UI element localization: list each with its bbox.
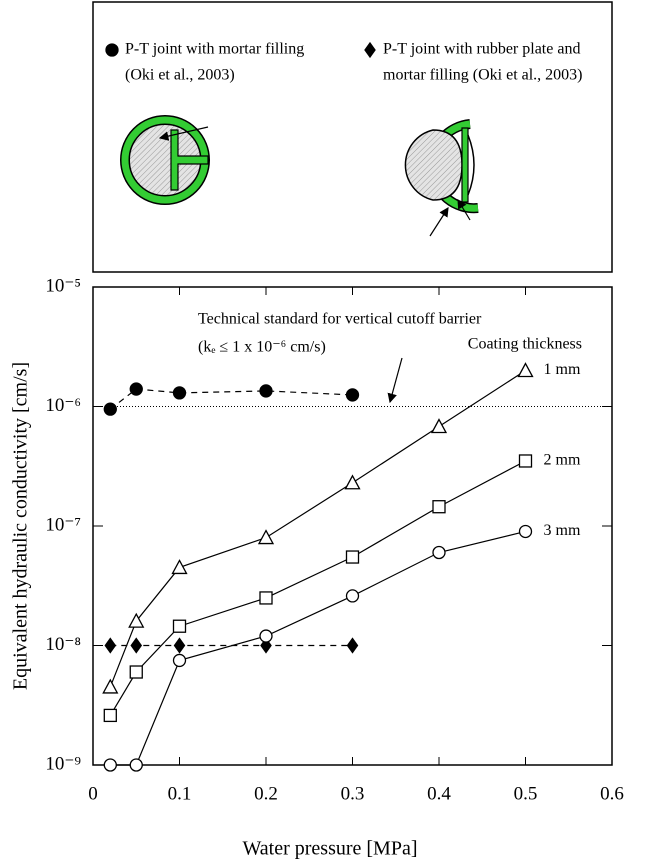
data-point <box>103 402 117 416</box>
data-point <box>259 629 273 643</box>
data-point <box>172 619 187 633</box>
x-tick-label: 0.5 <box>514 783 538 804</box>
legend-note: mortar filling (Oki et al., 2003) <box>383 67 583 84</box>
data-point <box>432 545 446 560</box>
series-label: 2 mm <box>544 452 581 469</box>
data-point <box>172 653 187 668</box>
data-point <box>173 637 186 654</box>
x-tick-label: 0 <box>88 783 98 804</box>
legend-label: P-T joint with mortar filling <box>125 41 304 58</box>
data-point <box>432 500 446 514</box>
data-point <box>345 388 360 402</box>
data-point <box>345 550 360 564</box>
diagram-mortar <box>120 115 210 205</box>
legend-title: Coating thickness <box>468 336 582 353</box>
data-point <box>103 708 117 723</box>
data-point <box>128 612 145 628</box>
y-tick-label: 10⁻⁶ <box>45 395 81 416</box>
x-axis-label: Water pressure [MPa] <box>243 838 418 860</box>
data-point <box>430 418 448 434</box>
series-line <box>109 370 526 688</box>
x-tick-label: 0.4 <box>427 783 451 804</box>
annotation: Technical standard for vertical cutoff b… <box>198 311 482 328</box>
series-line <box>109 388 353 410</box>
data-point <box>344 474 361 490</box>
data-point <box>518 524 533 539</box>
data-point <box>345 589 360 603</box>
data-point <box>259 384 273 398</box>
legend-note: (Oki et al., 2003) <box>125 67 235 84</box>
annotation-arrow <box>387 357 403 404</box>
y-tick-label: 10⁻⁹ <box>45 753 81 774</box>
data-point <box>104 637 117 654</box>
data-point <box>171 559 188 575</box>
plot-frame <box>92 286 613 766</box>
legend-box <box>92 1 613 273</box>
legend-label: P-T joint with rubber plate and <box>383 41 580 58</box>
data-point <box>129 382 143 396</box>
x-tick-label: 0.1 <box>168 783 192 804</box>
diagram-rubber <box>404 119 479 237</box>
series-line <box>110 530 526 766</box>
data-point <box>129 758 143 772</box>
y-tick-label: 10⁻⁷ <box>45 514 81 535</box>
data-point <box>103 758 117 772</box>
series-label: 3 mm <box>544 522 581 539</box>
x-tick-label: 0.3 <box>341 783 365 804</box>
data-point <box>517 362 534 378</box>
data-point <box>130 637 143 654</box>
y-axis-label: Equivalent hydraulic conductivity [cm/s] <box>10 362 32 690</box>
data-point <box>129 665 143 679</box>
data-point <box>346 637 359 654</box>
y-tick-label: 10⁻⁸ <box>45 634 81 655</box>
series-label: 1 mm <box>544 361 581 378</box>
legend-marker <box>364 41 376 59</box>
data-point <box>172 386 187 400</box>
legend-marker <box>105 43 119 57</box>
y-tick-label: 10⁻⁵ <box>45 275 81 296</box>
x-tick-label: 0.6 <box>600 783 624 804</box>
x-tick-label: 0.2 <box>254 783 278 804</box>
annotation: (kₑ ≤ 1 x 10⁻⁶ cm/s) <box>198 339 326 356</box>
data-point <box>102 678 119 694</box>
data-point <box>257 529 275 545</box>
data-point <box>259 591 273 605</box>
data-point <box>518 454 533 468</box>
